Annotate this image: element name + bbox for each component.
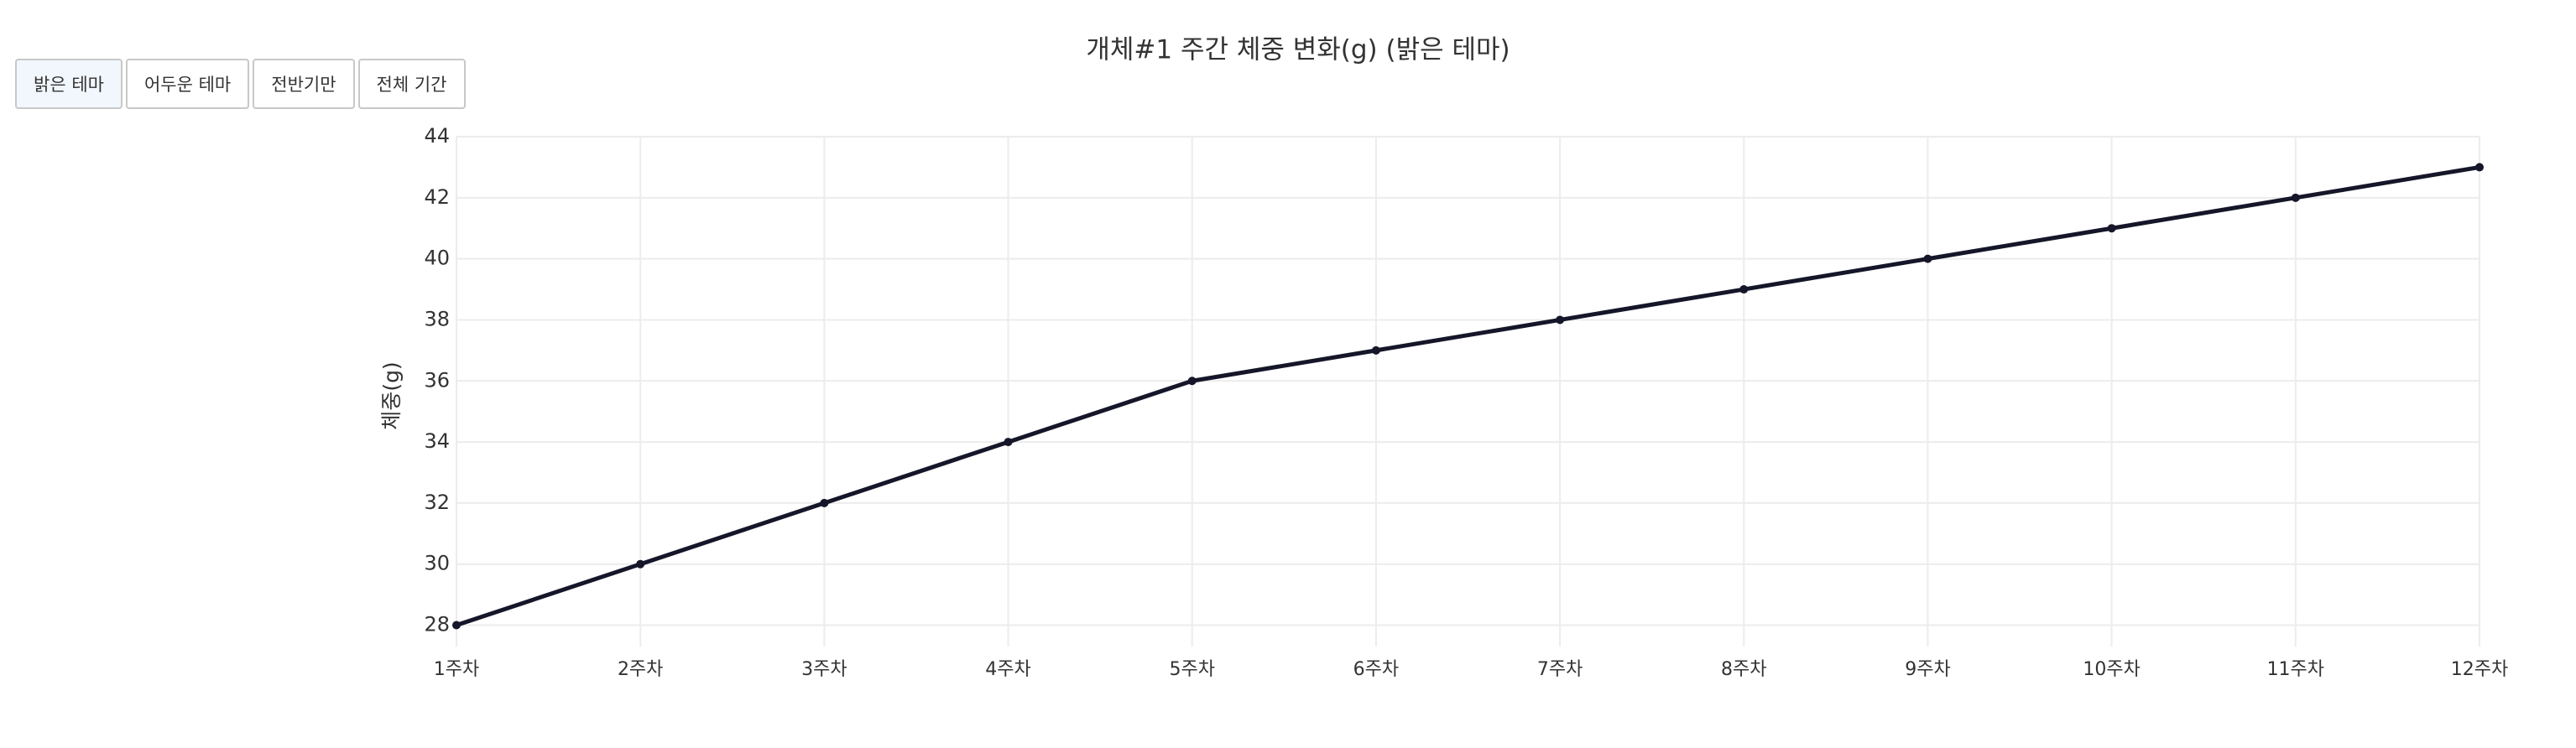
x-tick-label: 2주차 <box>618 659 663 680</box>
chart-title: 개체#1 주간 체중 변화(g) (밝은 테마) <box>1086 35 1510 65</box>
line <box>456 164 2480 627</box>
point <box>1556 315 1565 325</box>
control-button[interactable]: 전체 기간 <box>357 59 466 109</box>
point <box>2107 224 2116 233</box>
x-tick-label: 11주차 <box>2267 659 2324 680</box>
y-tick-label: 36 <box>424 368 450 392</box>
x-tick-label: 7주차 <box>1537 659 1583 680</box>
y-tick-label: 32 <box>424 491 450 514</box>
control-button[interactable]: 어두운 테마 <box>125 59 250 109</box>
point <box>636 559 645 569</box>
y-tick-label: 34 <box>424 429 450 453</box>
x-tick-label: 5주차 <box>1169 659 1214 680</box>
x-tick-label: 6주차 <box>1353 659 1399 680</box>
controls: 밝은 테마 어두운 테마 전반기만 전체 기간 <box>15 59 466 109</box>
x-tick-label: 3주차 <box>801 659 847 680</box>
point <box>2291 193 2300 202</box>
y-tick-label: 28 <box>424 613 450 636</box>
point <box>1004 438 1013 447</box>
point <box>452 621 461 630</box>
point <box>820 498 829 507</box>
control-button[interactable]: 전반기만 <box>253 59 355 109</box>
control-button[interactable]: 밝은 테마 <box>15 59 123 109</box>
x-tick-label: 12주차 <box>2451 659 2508 680</box>
y-tick-label: 40 <box>424 247 450 270</box>
point <box>1739 285 1749 294</box>
point <box>1923 254 1932 263</box>
x-tick-label: 9주차 <box>1905 659 1950 680</box>
point <box>2475 163 2484 172</box>
y-axis-label: 체중(g) <box>379 361 404 429</box>
y-tick-label: 30 <box>424 552 450 575</box>
point <box>1187 377 1197 386</box>
x-tick-label: 4주차 <box>985 659 1030 680</box>
y-tick-label: 42 <box>424 185 450 209</box>
y-tick-label: 38 <box>424 307 450 330</box>
x-tick-label: 1주차 <box>434 659 479 680</box>
x-tick-label: 10주차 <box>2083 659 2140 680</box>
x-tick-label: 8주차 <box>1721 659 1766 680</box>
y-tick-label: 44 <box>424 124 450 148</box>
point <box>1371 345 1380 355</box>
